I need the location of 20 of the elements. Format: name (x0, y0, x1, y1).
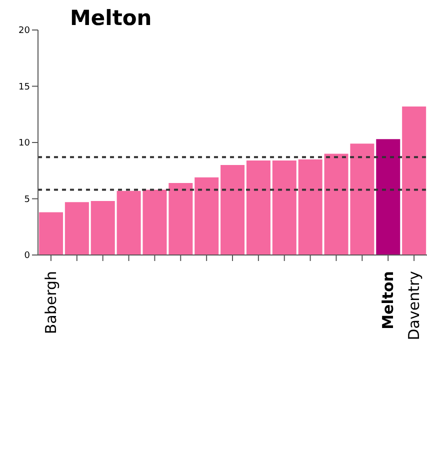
y-tick-label: 0 (24, 251, 30, 262)
x-tick-label: Daventry (405, 270, 424, 340)
bar (402, 106, 426, 255)
x-tick-label: Melton (379, 271, 398, 330)
x-tick-label: Babergh (42, 271, 60, 334)
y-tick-label: 20 (18, 26, 30, 36)
bar (272, 160, 296, 255)
bar (90, 201, 115, 255)
y-tick-label: 5 (24, 194, 30, 205)
bar (39, 212, 63, 255)
y-tick-label: 10 (18, 138, 30, 149)
bar (220, 165, 245, 255)
bar (298, 159, 322, 255)
bar (376, 139, 400, 255)
chart-title: Melton (70, 6, 152, 30)
bar (246, 160, 270, 255)
bar (194, 177, 219, 255)
y-tick-label: 15 (18, 82, 30, 92)
bar (64, 202, 89, 255)
bar (168, 183, 193, 255)
